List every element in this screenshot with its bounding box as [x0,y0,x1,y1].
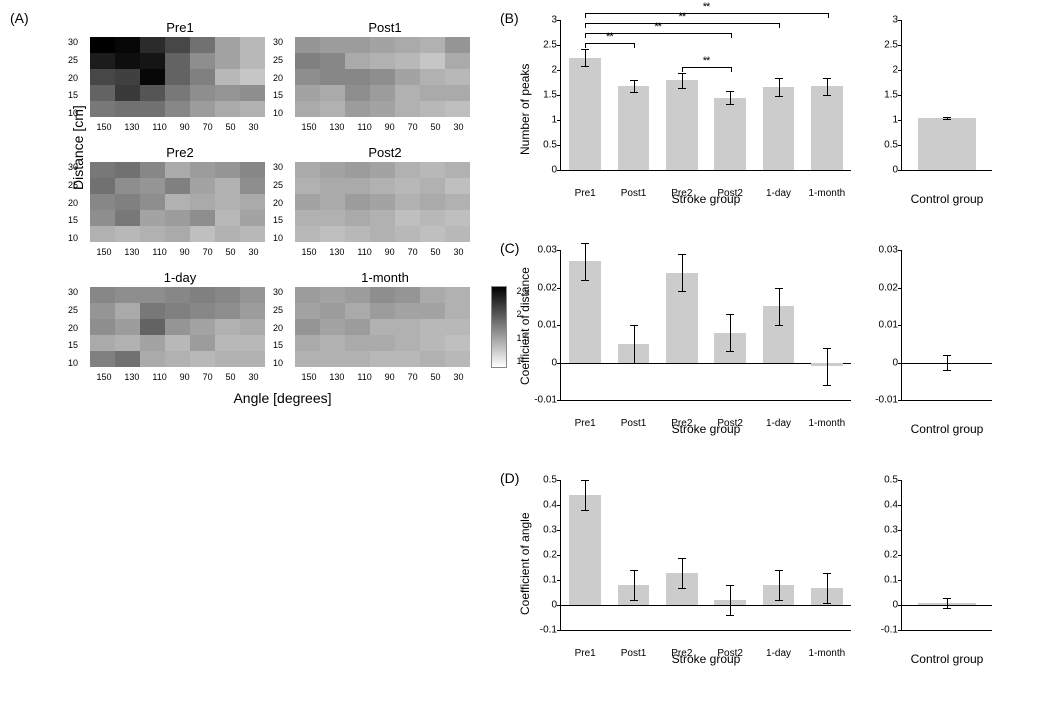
significance-stars: ** [703,1,710,13]
heatmap-1-month: 1-month302520151015013011090705030 [295,270,475,380]
x-axis-label: Control group [902,192,992,206]
plot-area: 00.511.522.53Pre1Post1Pre2Post21-day1-mo… [560,20,851,171]
significance-bracket [585,43,635,48]
y-axis-label: Coefficient of distance [518,267,532,385]
heatmap-title: Post2 [295,145,475,160]
x-axis-label: Stroke group [561,422,851,436]
y-axis-label: Coefficient of angle [518,512,532,615]
y-tick-labels: 00.511.522.53 [864,20,898,170]
y-axis-label: Number of peaks [518,64,532,155]
plot-area: -0.100.10.20.30.40.5Control group [901,480,992,631]
heatmap-x-ticks: 15013011090705030 [90,122,265,132]
heatmap-post1: Post1302520151015013011090705030 [295,20,475,130]
bar [569,58,600,171]
bar [763,87,794,171]
bar [918,118,977,171]
heatmap-title: 1-month [295,270,475,285]
heatmap-x-ticks: 15013011090705030 [295,372,470,382]
bar [714,98,745,171]
plot-area: -0.0100.010.020.03Control group [901,250,992,401]
heatmap-y-ticks: 3025201510 [68,288,78,368]
heatmap-y-ticks: 3025201510 [273,163,283,243]
x-axis-label: Stroke group [561,652,851,666]
bar-row: 00.511.522.53Pre1Post1Pre2Post21-day1-mo… [560,20,1040,171]
heatmap-y-ticks: 3025201510 [273,38,283,118]
heatmap-x-ticks: 15013011090705030 [295,122,470,132]
heatmap-x-ticks: 15013011090705030 [90,247,265,257]
heatmap-y-ticks: 3025201510 [68,163,78,243]
bar [569,495,600,605]
panel-C: -0.0100.010.020.03Pre1Post1Pre2Post21-da… [500,250,1040,470]
panel-B: 00.511.522.53Pre1Post1Pre2Post21-day1-mo… [500,20,1040,240]
bar [618,86,649,170]
heatmap-1-day: 1-day302520151015013011090705030 [90,270,270,380]
heatmap-y-ticks: 3025201510 [68,38,78,118]
significance-stars: ** [703,55,710,67]
heatmap-cells [295,287,470,367]
plot-area: -0.100.10.20.30.40.5Pre1Post1Pre2Post21-… [560,480,851,631]
heatmap-y-ticks: 3025201510 [273,288,283,368]
heatmap-pre2: Pre2302520151015013011090705030 [90,145,270,255]
heatmap-cells [90,287,265,367]
heatmap-title: Pre1 [90,20,270,35]
heatmap-x-ticks: 15013011090705030 [90,372,265,382]
heatmap-x-ticks: 15013011090705030 [295,247,470,257]
heatmap-cells [90,162,265,242]
significance-bracket [585,33,732,38]
x-axis-label: Control group [902,652,992,666]
right-column: (B) 00.511.522.53Pre1Post1Pre2Post21-day… [500,10,1040,710]
heatmap-title: Pre2 [90,145,270,160]
panel-D: -0.100.10.20.30.40.5Pre1Post1Pre2Post21-… [500,480,1040,700]
heatmap-cells [90,37,265,117]
heatmap-x-axis-label: Angle [degrees] [90,390,475,406]
panel-A-container: (A) Distance [cm] Pre1302520151015013011… [10,10,500,710]
heatmap-post2: Post2302520151015013011090705030 [295,145,475,255]
heatmap-cells [295,37,470,117]
figure: (A) Distance [cm] Pre1302520151015013011… [10,10,1040,710]
bar-row: -0.100.10.20.30.40.5Pre1Post1Pre2Post21-… [560,480,1040,631]
significance-bracket [682,67,732,72]
y-tick-labels: -0.0100.010.020.03 [864,250,898,400]
panel-A-label: (A) [10,10,29,26]
heatmaps-area: Distance [cm] Pre13025201510150130110907… [60,20,500,406]
x-axis-label: Stroke group [561,192,851,206]
x-axis-label: Control group [902,422,992,436]
heatmap-cells [295,162,470,242]
bar-row: -0.0100.010.020.03Pre1Post1Pre2Post21-da… [560,250,1040,401]
significance-bracket [585,23,780,28]
heatmap-pre1: Pre1302520151015013011090705030 [90,20,270,130]
y-tick-labels: -0.100.10.20.30.40.5 [864,480,898,630]
significance-bracket [585,13,829,18]
heatmap-grid: Pre1302520151015013011090705030Post13025… [90,20,500,380]
plot-area: -0.0100.010.020.03Pre1Post1Pre2Post21-da… [560,250,851,401]
bar [811,86,842,170]
heatmap-title: 1-day [90,270,270,285]
plot-area: 00.511.522.53Control group [901,20,992,171]
heatmap-title: Post1 [295,20,475,35]
bar [666,80,697,170]
